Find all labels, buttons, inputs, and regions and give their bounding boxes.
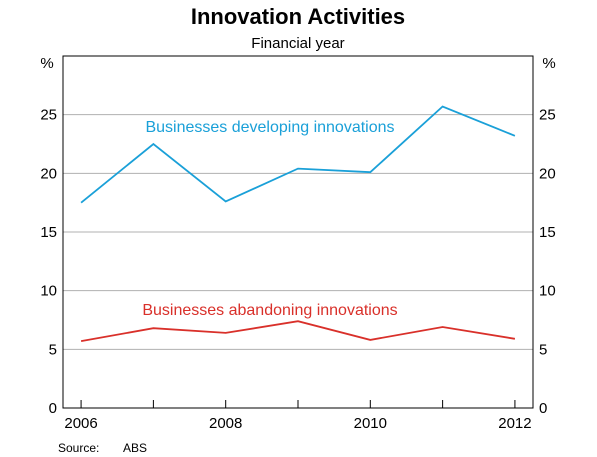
series-lines	[80, 105, 516, 342]
x-tick-marks: 2006 2008 2010 2012	[64, 400, 532, 432]
y-tick-right-20: 20	[539, 165, 556, 182]
y-tick-right-5: 5	[539, 341, 547, 358]
y-tick-left-15: 15	[40, 224, 57, 241]
series-line-1	[80, 320, 516, 342]
x-tick-label-2010: 2010	[354, 415, 387, 432]
chart-subtitle: Financial year	[251, 35, 344, 52]
y-tick-left-25: 25	[40, 107, 57, 124]
y-unit-right: %	[542, 55, 555, 72]
series-line-0	[80, 105, 516, 204]
y-tick-left-10: 10	[40, 283, 57, 300]
y-tick-labels: 0 0 5 5 10 10 15 15 20 20 25 25	[40, 107, 555, 417]
x-tick-label-2008: 2008	[209, 415, 242, 432]
source-label: Source:	[58, 441, 99, 455]
y-tick-right-25: 25	[539, 107, 556, 124]
x-tick-label-2012: 2012	[498, 415, 531, 432]
x-tick-label-2006: 2006	[64, 415, 97, 432]
grid-lines	[63, 114, 533, 350]
source-value: ABS	[123, 441, 147, 455]
series-label-abandoning: Businesses abandoning innovations	[142, 302, 397, 319]
y-tick-left-20: 20	[40, 165, 57, 182]
y-tick-right-10: 10	[539, 283, 556, 300]
y-unit-left: %	[40, 55, 53, 72]
series-label-developing: Businesses developing innovations	[145, 119, 394, 136]
chart-title: Innovation Activities	[191, 4, 405, 29]
y-tick-left-5: 5	[49, 341, 57, 358]
y-tick-left-0: 0	[49, 400, 57, 417]
y-tick-right-15: 15	[539, 224, 556, 241]
y-tick-right-0: 0	[539, 400, 547, 417]
